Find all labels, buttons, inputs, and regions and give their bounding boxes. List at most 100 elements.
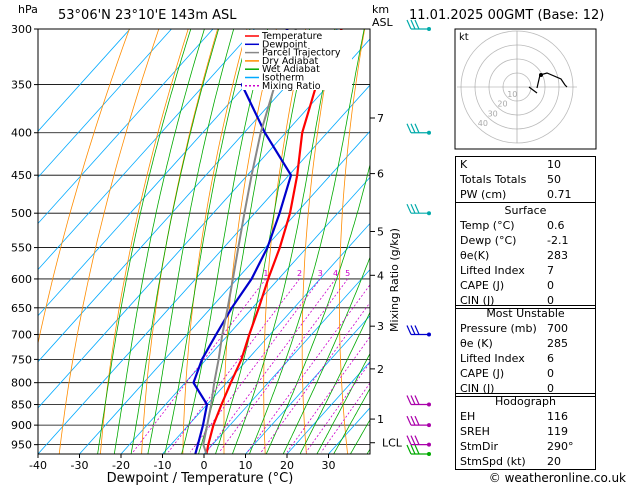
hodograph-stat-label: StmSpd (kt) [460, 455, 526, 468]
index-label: PW (cm) [460, 188, 507, 201]
isotherm [38, 29, 297, 317]
surface-row: Dewp (°C) -2.1 [456, 233, 595, 248]
wind-barb-dot [427, 423, 431, 428]
most-unstable-label: θe (K) [460, 337, 493, 350]
hodograph-unit-label: kt [459, 32, 469, 43]
hodograph-stat-row: EH 116 [456, 409, 595, 424]
isotherm [245, 315, 370, 454]
dry-adiabat [141, 29, 218, 454]
surface-value: 283 [547, 249, 568, 262]
surface-label: θe(K) [460, 249, 490, 262]
surface-row: θe(K) 283 [456, 248, 595, 263]
y-tick-label: 750 [11, 353, 32, 366]
wet-adiabat [181, 29, 269, 454]
lcl-label: LCL [382, 437, 403, 450]
y-tick-label: 700 [11, 329, 32, 342]
wind-barb-flag [406, 444, 412, 455]
y-tick-label: 350 [11, 79, 32, 92]
wet-adiabat [231, 29, 336, 454]
surface-value: 0 [547, 294, 554, 307]
wind-barb-flag [410, 444, 416, 455]
dry-adiabat [100, 29, 189, 454]
y-tick-label: 850 [11, 399, 32, 412]
km-tick-label: 6 [377, 168, 384, 181]
surface-value: -2.1 [547, 234, 569, 247]
surface-label: Dewp (°C) [460, 234, 517, 247]
hodograph-stat-value: 119 [547, 425, 568, 438]
most-unstable-row: Lifted Index 6 [456, 351, 595, 366]
hodograph-stat-label: SREH [460, 425, 490, 438]
surface-row: CIN (J) 0 [456, 293, 595, 308]
index-row: PW (cm) 0.71 [456, 187, 595, 202]
wind-barb-flag [410, 325, 416, 335]
dry-adiabat [58, 29, 160, 454]
sounding-datetime: 11.01.2025 00GMT (Base: 12) [409, 8, 605, 23]
station-location: 53°06'N 23°10'E 143m ASL [58, 8, 237, 23]
wind-barb-flag [414, 19, 420, 30]
y-tick-label: 950 [11, 439, 32, 452]
index-label: Totals Totals [460, 173, 527, 186]
series-dewpoint [192, 29, 293, 454]
legend-label: Wet Adiabat [262, 64, 320, 75]
legend-label: Mixing Ratio [262, 81, 321, 92]
x-axis-label: Dewpoint / Temperature (°C) [107, 471, 294, 486]
wind-barb-flag [414, 123, 420, 133]
surface-value: 7 [547, 264, 554, 277]
wind-barb-flag [406, 203, 412, 214]
x-tick-label: -10 [154, 459, 172, 472]
wet-adiabat [147, 29, 235, 454]
most-unstable-value: 0 [547, 382, 554, 395]
wind-barb-flag [406, 123, 412, 133]
isotherm [38, 29, 255, 271]
isotherm [120, 176, 370, 454]
most-unstable-label: CIN (J) [460, 382, 495, 395]
hodograph-ring-label: 20 [497, 100, 507, 109]
x-tick-label: 0 [201, 459, 208, 472]
mixing-ratio-line [132, 278, 267, 453]
x-tick-label: 20 [280, 459, 294, 472]
isotherm [162, 222, 370, 454]
most-unstable-label: CAPE (J) [460, 367, 505, 380]
hodograph-ring-label: 30 [488, 109, 498, 118]
index-value: 10 [547, 158, 561, 171]
mixing-ratio-line [247, 284, 370, 453]
surface-row: Lifted Index 7 [456, 263, 595, 278]
hodograph-stat-value: 290° [547, 440, 574, 453]
mixing-ratio-label: 3 [318, 269, 323, 278]
most-unstable-row: CAPE (J) 0 [456, 366, 595, 381]
dry-adiabat [600, 29, 629, 454]
wind-barb-dot [427, 27, 431, 31]
isotherm [203, 268, 370, 454]
legend-label: Parcel Trajectory [262, 48, 341, 59]
most-unstable-value: 0 [547, 367, 554, 380]
wet-adiabat [248, 29, 365, 454]
wet-adiabat [215, 29, 310, 454]
mixing-ratio-line [189, 278, 321, 453]
y-tick-label: 800 [11, 377, 32, 390]
legend-label: Temperature [261, 31, 322, 42]
y-tick-label: 900 [11, 419, 32, 432]
wet-adiabat [130, 29, 219, 454]
dry-adiabat [301, 29, 336, 454]
mixing-ratio-line [286, 336, 370, 453]
x-tick-label: -40 [29, 459, 47, 472]
y-tick-label: 500 [11, 207, 32, 220]
mixing-ratio-label: 25 [439, 269, 449, 278]
wet-adiabat [164, 29, 251, 454]
legend-label: Dewpoint [262, 39, 307, 50]
surface-row: CAPE (J) 0 [456, 278, 595, 293]
hodograph-stat-row: StmDir 290° [456, 439, 595, 454]
isotherm [286, 361, 370, 454]
km-tick-label: 5 [377, 225, 384, 238]
surface-label: Temp (°C) [460, 219, 515, 232]
most-unstable-title: Most Unstable [486, 307, 565, 320]
mixing-ratio-label: 1 [263, 269, 268, 278]
wind-barb-flag [406, 435, 412, 445]
surface-value: 0.6 [547, 219, 565, 232]
most-unstable-row: CIN (J) 0 [456, 381, 595, 396]
km-tick-label: 2 [377, 363, 384, 376]
wet-adiabat [113, 29, 205, 454]
wind-barb-flag [414, 435, 420, 445]
isotherm [38, 29, 131, 132]
